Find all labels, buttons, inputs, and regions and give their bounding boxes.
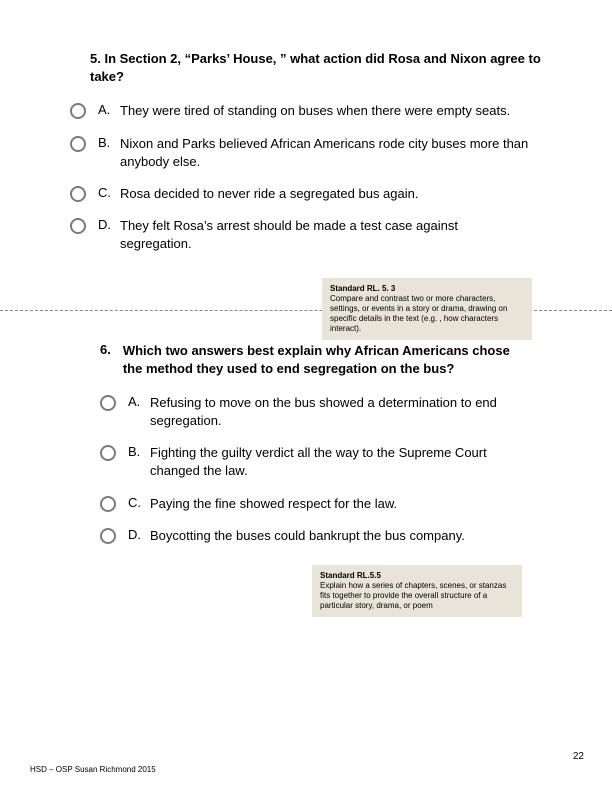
choice-text: Nixon and Parks believed African America… [120, 135, 552, 171]
choice-text: Fighting the guilty verdict all the way … [150, 444, 552, 480]
choice-letter: C. [128, 495, 150, 510]
choice-text: They felt Rosa’s arrest should be made a… [120, 217, 552, 253]
choice-letter: A. [128, 394, 150, 409]
standard-box-2: Standard RL.5.5 Explain how a series of … [312, 565, 522, 617]
choice-text: Rosa decided to never ride a segregated … [120, 185, 552, 203]
q6-choice-a: A. Refusing to move on the bus showed a … [60, 394, 552, 430]
footer-text: HSD – OSP Susan Richmond 2015 [30, 765, 156, 774]
choice-letter: D. [98, 217, 120, 232]
choice-letter: A. [98, 102, 120, 117]
q6-choice-d: D. Boycotting the buses could bankrupt t… [60, 527, 552, 545]
q6-choice-c: C. Paying the fine showed respect for th… [60, 495, 552, 513]
q6-choice-b: B. Fighting the guilty verdict all the w… [60, 444, 552, 480]
q5-choice-b: B. Nixon and Parks believed African Amer… [60, 135, 552, 171]
question-5-prompt: 5. In Section 2, “Parks’ House, ” what a… [60, 50, 552, 86]
choice-text: Boycotting the buses could bankrupt the … [150, 527, 552, 545]
question-6: 6. Which two answers best explain why Af… [60, 342, 552, 546]
q5-choice-d: D. They felt Rosa’s arrest should be mad… [60, 217, 552, 253]
radio-icon[interactable] [70, 136, 86, 152]
standard-box-1: Standard RL. 5. 3 Compare and contrast t… [322, 278, 532, 340]
radio-icon[interactable] [70, 186, 86, 202]
standard-title: Standard RL. 5. 3 [330, 284, 524, 294]
choice-letter: D. [128, 527, 150, 542]
standard-body: Explain how a series of chapters, scenes… [320, 581, 514, 611]
q5-choice-c: C. Rosa decided to never ride a segregat… [60, 185, 552, 203]
choice-letter: B. [128, 444, 150, 459]
question-6-prompt: Which two answers best explain why Afric… [123, 342, 522, 378]
radio-icon[interactable] [100, 496, 116, 512]
choice-text: Refusing to move on the bus showed a det… [150, 394, 552, 430]
standard-body: Compare and contrast two or more charact… [330, 294, 524, 334]
radio-icon[interactable] [100, 395, 116, 411]
divider-with-standard-1: Standard RL. 5. 3 Compare and contrast t… [60, 272, 552, 332]
choice-text: They were tired of standing on buses whe… [120, 102, 552, 120]
radio-icon[interactable] [70, 218, 86, 234]
question-6-number: 6. [100, 342, 111, 394]
radio-icon[interactable] [70, 103, 86, 119]
choice-letter: B. [98, 135, 120, 150]
radio-icon[interactable] [100, 528, 116, 544]
choice-text: Paying the fine showed respect for the l… [150, 495, 552, 513]
q5-choice-a: A. They were tired of standing on buses … [60, 102, 552, 120]
radio-icon[interactable] [100, 445, 116, 461]
question-5: 5. In Section 2, “Parks’ House, ” what a… [60, 50, 552, 254]
choice-letter: C. [98, 185, 120, 200]
standard-title: Standard RL.5.5 [320, 571, 514, 581]
page-number: 22 [573, 751, 584, 762]
